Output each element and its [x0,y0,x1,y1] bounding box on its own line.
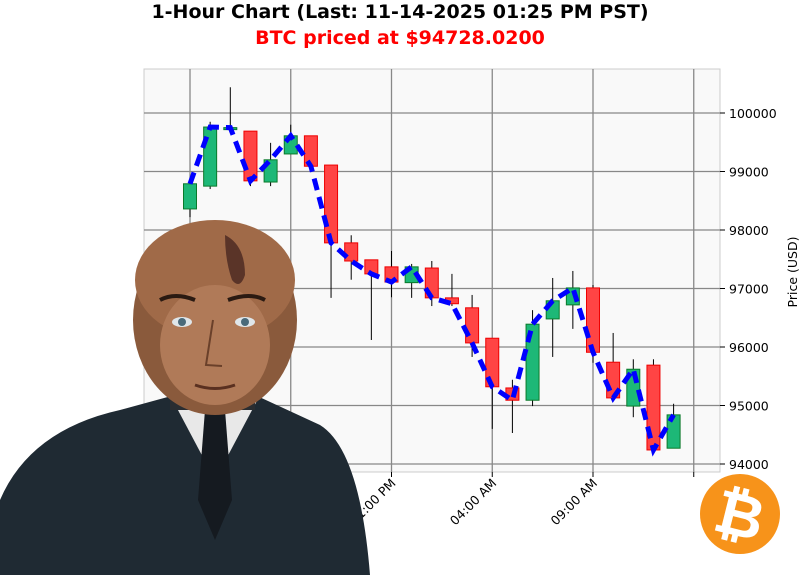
candle-down [465,307,480,344]
x-tick-label: 09:00 AM [548,476,601,529]
candle-up [525,323,540,401]
y-tick-label: 98000 [729,223,769,238]
y-axis-label: Price (USD) [785,237,800,308]
y-tick-label: 95000 [729,399,769,414]
y-tick-label: 96000 [729,340,769,355]
y-tick-label: 99000 [729,165,769,180]
y-axis: 94000 95000 96000 97000 98000 99000 100000 [720,106,777,472]
dashed-price-line [187,124,676,457]
candle-up [183,183,197,210]
x-tick-label: 04:00 AM [447,476,500,529]
android-figure-image [0,220,370,575]
candle-down [586,287,600,353]
chart-subtitle: BTC priced at $94728.0200 [255,27,545,49]
chart-title: 1-Hour Chart (Last: 11-14-2025 01:25 PM … [151,1,649,23]
bitcoin-logo: ₿ [700,474,780,556]
candle-down [344,242,359,262]
candle-down [243,130,258,182]
candle-up [203,126,218,187]
candle-down [303,135,318,167]
y-tick-label: 100000 [729,106,777,121]
candle-down [324,164,339,244]
y-tick-label: 94000 [729,457,769,472]
y-tick-label: 97000 [729,282,769,297]
